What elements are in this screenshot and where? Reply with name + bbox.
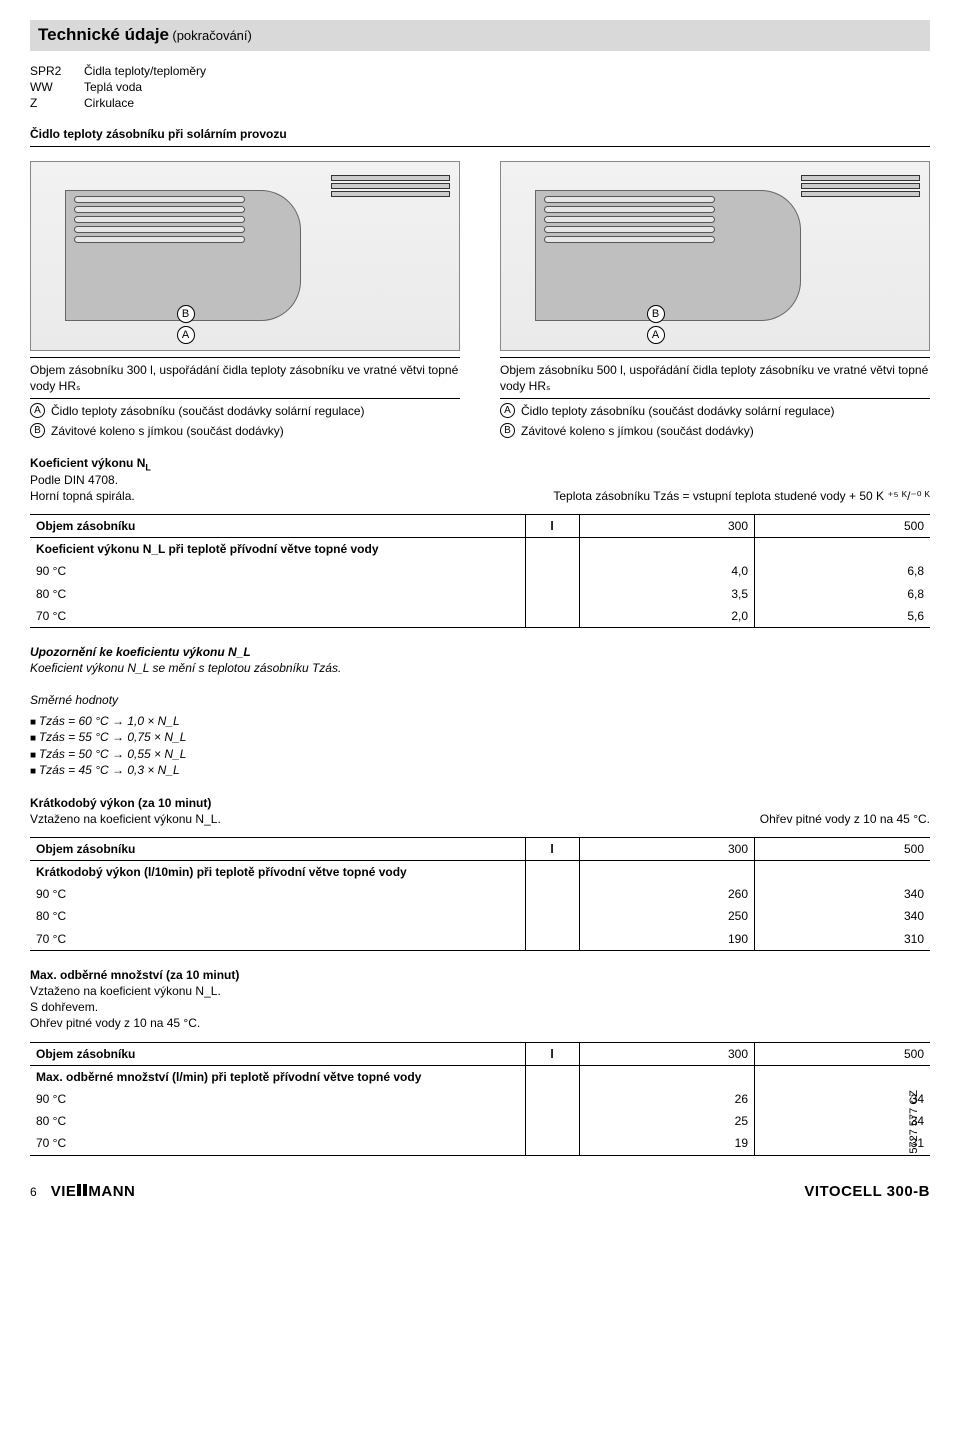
product-name: VITOCELL 300-B [804,1182,930,1202]
list-item: Tzás = 50 °C → 0,55 × N_L [30,746,930,763]
list-item: Tzás = 55 °C → 0,75 × N_L [30,729,930,746]
table-row: 70 °C [30,1132,525,1155]
coef-line1: Podle DIN 4708. [30,472,151,488]
definition-list: SPR2Čidla teploty/teploměry WWTeplá voda… [30,63,930,112]
maxod-l1: Vztaženo na koeficient výkonu N_L. [30,983,930,999]
t1-unit: l [525,515,579,538]
short-right: Ohřev pitné vody z 10 na 45 °C. [760,811,930,827]
maxod-block: Max. odběrné množství (za 10 minut) Vzta… [30,967,930,1032]
t1-c1: 300 [579,515,755,538]
t1-c2: 500 [755,515,931,538]
figures-row: B A Objem zásobníku 300 l, uspořádání či… [30,161,930,440]
diagram-500l: B A [500,161,930,351]
tag-b-icon: B [647,305,665,323]
t1-sublabel: Koeficient výkonu N_L při teplotě přívod… [30,538,525,561]
section-title: Čidlo teploty zásobníku při solárním pro… [30,126,930,142]
list-item: Tzás = 45 °C → 0,3 × N_L [30,762,930,779]
maxod-l3: Ohřev pitné vody z 10 na 45 °C. [30,1015,930,1031]
table-row: 80 °C [30,905,525,927]
def-key: SPR2 [30,63,84,79]
table-short-perf: Objem zásobníku l 300 500 Krátkodobý výk… [30,837,930,951]
tag-a-icon: A [647,326,665,344]
table-maxod: Objem zásobníku l 300 500 Max. odběrné m… [30,1042,930,1156]
coefficient-block: Koeficient výkonu NL Podle DIN 4708. Hor… [30,455,930,504]
smerne-title: Směrné hodnoty [30,692,930,708]
legend-b-icon: B [30,423,45,438]
t2-label: Objem zásobníku [30,837,525,860]
legend-a-text: Čidlo teploty zásobníku (součást dodávky… [51,403,365,419]
smerne-block: Směrné hodnoty Tzás = 60 °C → 1,0 × N_L … [30,692,930,778]
def-val: Teplá voda [84,79,142,95]
short-title: Krátkodobý výkon (za 10 minut) [30,795,221,811]
table-row: 90 °C [30,560,525,582]
table-row: 90 °C [30,883,525,905]
maxod-l2: S dohřevem. [30,999,930,1015]
def-key: WW [30,79,84,95]
def-key: Z [30,95,84,111]
coef-title: Koeficient výkonu NL [30,455,151,471]
t2-sublabel: Krátkodobý výkon (l/10min) při teplotě p… [30,861,525,884]
table-row: 70 °C [30,928,525,951]
legend-b-text: Závitové koleno s jímkou (součást dodávk… [521,423,754,439]
table-row: 70 °C [30,605,525,628]
diagram-300l: B A [30,161,460,351]
table-coefficient: Objem zásobníku l 300 500 Koeficient výk… [30,514,930,628]
short-perf-block: Krátkodobý výkon (za 10 minut) Vztaženo … [30,795,930,827]
side-code: 5727 577 CZ [907,1090,922,1154]
coef-formula: Teplota zásobníku Tzás = vstupní teplota… [553,488,930,504]
page-header: Technické údaje (pokračování) [30,20,930,51]
header-subtitle: (pokračování) [172,28,251,43]
figure-caption: Objem zásobníku 300 l, uspořádání čidla … [30,362,460,394]
table-row: 80 °C [30,1110,525,1132]
legend-a-icon: A [500,403,515,418]
table-row: 80 °C [30,583,525,605]
tag-b-icon: B [177,305,195,323]
divider [30,146,930,147]
t1-label: Objem zásobníku [30,515,525,538]
short-line: Vztaženo na koeficient výkonu N_L. [30,811,221,827]
legend-b-icon: B [500,423,515,438]
table-row: 90 °C [30,1088,525,1110]
legend-b-text: Závitové koleno s jímkou (součást dodávk… [51,423,284,439]
coef-line2: Horní topná spirála. [30,488,151,504]
page-footer: 6 VIEMANN VITOCELL 300-B [30,1182,930,1202]
note-title: Upozornění ke koeficientu výkonu N_L [30,644,930,660]
brand-logo: VIEMANN [51,1182,136,1202]
figure-left: B A Objem zásobníku 300 l, uspořádání či… [30,161,460,440]
def-val: Cirkulace [84,95,134,111]
t3-label: Objem zásobníku [30,1042,525,1065]
t3-sublabel: Max. odběrné množství (l/min) při teplot… [30,1065,525,1088]
figure-caption: Objem zásobníku 500 l, uspořádání čidla … [500,362,930,394]
t2-unit: l [525,837,579,860]
figure-right: B A Objem zásobníku 500 l, uspořádání či… [500,161,930,440]
tag-a-icon: A [177,326,195,344]
def-val: Čidla teploty/teploměry [84,63,206,79]
legend-a-icon: A [30,403,45,418]
note-text: Koeficient výkonu N_L se mění s teplotou… [30,660,930,676]
list-item: Tzás = 60 °C → 1,0 × N_L [30,713,930,730]
legend-a-text: Čidlo teploty zásobníku (součást dodávky… [521,403,835,419]
header-title: Technické údaje [38,25,169,44]
t3-unit: l [525,1042,579,1065]
page-number: 6 [30,1184,37,1200]
note-block: Upozornění ke koeficientu výkonu N_L Koe… [30,644,930,676]
maxod-title: Max. odběrné množství (za 10 minut) [30,967,930,983]
